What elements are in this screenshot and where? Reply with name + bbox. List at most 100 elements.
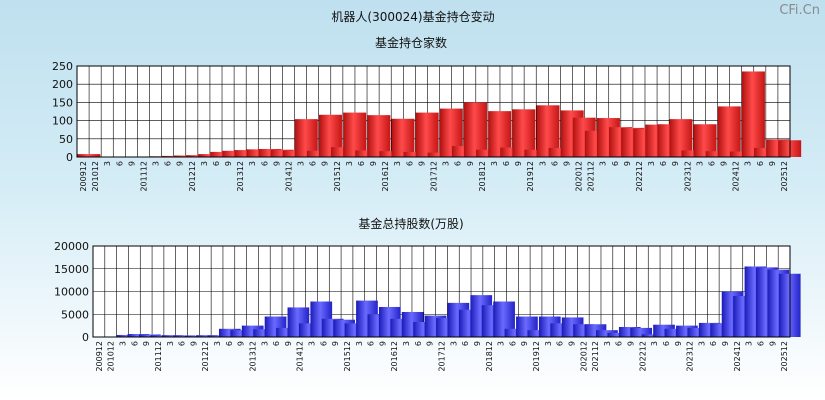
- chart1-bar: [705, 151, 729, 157]
- chart1-bar: [548, 147, 572, 157]
- chart2-bar: [139, 334, 161, 337]
- chart2-bar: [493, 301, 515, 337]
- chart1-x-tick-label: 6: [405, 161, 414, 166]
- chart2-x-tick-label: 201512: [343, 341, 352, 372]
- chart2-x-tick-label: 201412: [296, 341, 305, 372]
- chart1-bar: [343, 112, 367, 157]
- chart2-bar: [127, 334, 150, 337]
- chart2-x-tick-label: 201212: [201, 341, 210, 372]
- chart1-x-tick-label: 3: [744, 161, 753, 166]
- chart1-x-tick-label: 6: [454, 161, 463, 166]
- chart1-x-tick-label: 3: [345, 161, 354, 166]
- chart2-x-tick-label: 3: [697, 341, 706, 346]
- chart1-x-tick-label: 201912: [526, 161, 535, 192]
- chart2-x-tick-label: 6: [508, 341, 517, 346]
- chart1-bar: [693, 124, 717, 157]
- chart2-x-tick-label: 3: [260, 341, 269, 346]
- chart1-x-tick-label: 6: [707, 161, 716, 166]
- chart2-x-tick-label: 3: [449, 341, 458, 346]
- chart1-x-tick-label: 3: [442, 161, 451, 166]
- chart1-x-tick-label: 9: [321, 161, 330, 166]
- chart2-bar: [116, 334, 138, 337]
- chart2-x-tick-label: 9: [426, 341, 435, 346]
- chart1-x-tick-label: 9: [369, 161, 378, 166]
- chart2-x-tick-label: 9: [284, 341, 293, 346]
- chart2-x-tick-label: 3: [402, 341, 411, 346]
- chart2-x-tick-label: 202312: [686, 341, 695, 372]
- chart1-bar: [729, 151, 753, 157]
- chart1-bar: [488, 111, 512, 157]
- chart2-bar: [196, 335, 218, 337]
- chart2-x-tick-label: 9: [721, 341, 730, 346]
- chart2-bar: [630, 327, 653, 337]
- chart1-x-tick-label: 9: [127, 161, 136, 166]
- chart1-x-tick-label: 9: [176, 161, 185, 166]
- chart1-bar: [186, 155, 210, 157]
- chart1-x-tick-label: 6: [550, 161, 559, 166]
- chart2-x-tick-label: 3: [119, 341, 128, 346]
- chart2-bar: [241, 325, 264, 337]
- chart2-bar: [618, 326, 641, 337]
- chart1-bar: [331, 147, 355, 157]
- chart1-x-tick-label: 3: [248, 161, 257, 166]
- chart1-title: 基金持仓家数: [375, 35, 447, 50]
- chart2-y-tick-label: 10000: [54, 286, 89, 299]
- chart2-bar: [607, 332, 630, 337]
- chart1-x-tick-label: 9: [417, 161, 426, 166]
- chart1-bar: [270, 149, 294, 157]
- chart1-bar: [415, 112, 439, 157]
- chart2-x-tick-label: 3: [213, 341, 222, 346]
- chart2-x-tick-label: 6: [319, 341, 328, 346]
- chart2-x-tick-label: 3: [603, 341, 612, 346]
- chart2-title: 基金总持股数(万股): [358, 216, 463, 231]
- watermark: CFi.Cn: [779, 3, 820, 18]
- chart1-x-tick-label: 201512: [333, 161, 342, 192]
- chart1-y-tick-label: 200: [52, 78, 73, 91]
- chart2-x-tick-label: 202212: [638, 341, 647, 372]
- chart1-bar: [681, 150, 705, 157]
- chart2-x-tick-label: 9: [768, 341, 777, 346]
- chart2-x-tick-label: 9: [627, 341, 636, 346]
- chart1-bar: [306, 150, 330, 157]
- chart2-x-tick-label: 202012: [579, 341, 588, 372]
- chart1-x-tick-label: 6: [611, 161, 620, 166]
- chart1-x-tick-label: 3: [695, 161, 704, 166]
- chart2-y-tick-label: 0: [82, 331, 89, 344]
- chart1-x-tick-label: 3: [103, 161, 112, 166]
- chart1-x-tick-label: 9: [562, 161, 571, 166]
- chart1-bar: [741, 71, 765, 157]
- chart2-bar: [641, 334, 664, 337]
- chart1-x-tick-label: 9: [720, 161, 729, 166]
- chart1-x-tick-label: 6: [212, 161, 221, 166]
- chart1-x-tick-label: 201012: [91, 161, 100, 192]
- chart1-y-tick-label: 150: [52, 96, 73, 109]
- chart1-bar: [439, 108, 463, 157]
- chart1-x-tick-label: 201412: [284, 161, 293, 192]
- chart2-x-tick-label: 3: [650, 341, 659, 346]
- chart2-x-tick-label: 9: [473, 341, 482, 346]
- chart1-x-tick-label: 6: [659, 161, 668, 166]
- chart2-x-tick-label: 6: [756, 341, 765, 346]
- chart2-x-tick-label: 9: [189, 341, 198, 346]
- chart1-bar: [173, 155, 197, 157]
- chart2-x-tick-label: 9: [237, 341, 246, 346]
- chart2-bar: [687, 327, 710, 337]
- chart1-bar: [246, 149, 270, 157]
- chart1-bar: [198, 154, 222, 157]
- chart2-x-tick-label: 9: [378, 341, 387, 346]
- chart2-x-tick-label: 3: [745, 341, 754, 346]
- chart1-x-tick-label: 3: [393, 161, 402, 166]
- chart1-x-tick-label: 9: [466, 161, 475, 166]
- chart1-bar: [754, 147, 778, 157]
- chart1-x-tick-label: 6: [164, 161, 173, 166]
- chart2-x-tick-label: 201912: [532, 341, 541, 372]
- chart2-x-tick-label: 200912: [95, 341, 104, 372]
- chart1-x-tick-label: 202112: [587, 161, 596, 192]
- chart2-x-tick-label: 201812: [485, 341, 494, 372]
- chart1-bar: [77, 154, 101, 157]
- chart2-bar: [218, 328, 241, 337]
- chart2-x-tick-label: 201712: [438, 341, 447, 372]
- chart1-x-tick-label: 201612: [381, 161, 390, 192]
- chart1-bar: [717, 106, 741, 157]
